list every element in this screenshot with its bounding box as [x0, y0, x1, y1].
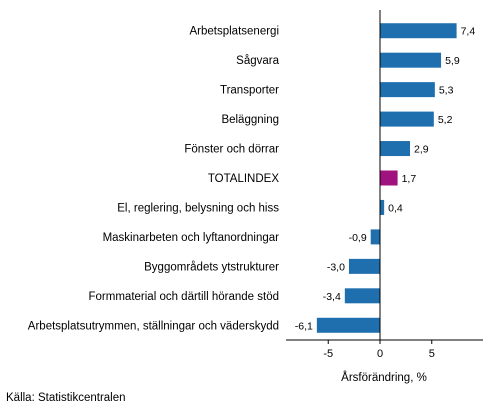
- value-label-0: 7,4: [461, 26, 476, 38]
- bar-4: [380, 141, 411, 157]
- category-label-1: Sågvara: [236, 55, 279, 67]
- category-label-3: Beläggning: [221, 114, 279, 126]
- category-label-0: Arbetsplatsenergi: [190, 26, 280, 38]
- bars-group: [316, 23, 457, 333]
- value-label-8: -3,0: [327, 261, 345, 273]
- category-label-4: Fönster och dörrar: [184, 144, 279, 156]
- bar-2: [380, 82, 435, 98]
- value-label-4: 2,9: [414, 144, 429, 156]
- value-label-1: 5,9: [445, 55, 460, 67]
- value-label-10: -6,1: [295, 320, 313, 332]
- bar-7: [370, 229, 380, 245]
- x-tick-label-2: 5: [429, 348, 435, 360]
- x-axis-ticks: -5 0 5: [323, 340, 435, 360]
- category-label-5: TOTALINDEX: [208, 173, 279, 185]
- x-tick-label-0: -5: [323, 348, 333, 360]
- value-labels: 7,4 5,9 5,3 5,2 2,9 1,7 0,4 -0,9 -3,0 -3,4 -6,1: [295, 26, 476, 333]
- category-label-6: El, reglering, belysning och hiss: [117, 202, 279, 214]
- value-label-7: -0,9: [349, 232, 367, 244]
- bar-8: [348, 258, 380, 274]
- category-label-7: Maskinarbeten och lyftanordningar: [103, 232, 280, 244]
- bar-9: [344, 288, 380, 304]
- x-axis-title: Årsförändring, %: [341, 371, 427, 384]
- bar-3: [380, 111, 434, 127]
- bar-5: [380, 170, 398, 186]
- value-label-3: 5,2: [438, 114, 453, 126]
- category-label-10: Arbetsplatsutrymmen, ställningar och väd…: [28, 320, 279, 332]
- bar-0: [380, 23, 457, 39]
- category-label-2: Transporter: [220, 85, 279, 97]
- bar-1: [380, 52, 442, 68]
- bar-6: [380, 199, 385, 215]
- value-label-6: 0,4: [388, 202, 403, 214]
- source-note: Källa: Statistikcentralen: [6, 392, 126, 404]
- category-labels: Arbetsplatsenergi Sågvara Transporter Beläg…: [28, 26, 280, 333]
- x-tick-label-1: 0: [377, 348, 383, 360]
- value-label-5: 1,7: [402, 173, 417, 185]
- value-label-2: 5,3: [439, 85, 454, 97]
- value-label-9: -3,4: [323, 291, 341, 303]
- category-label-8: Byggområdets ytstrukturer: [144, 261, 279, 273]
- category-label-9: Formmaterial och därtill hörande stöd: [89, 291, 279, 303]
- bar-10: [316, 317, 380, 333]
